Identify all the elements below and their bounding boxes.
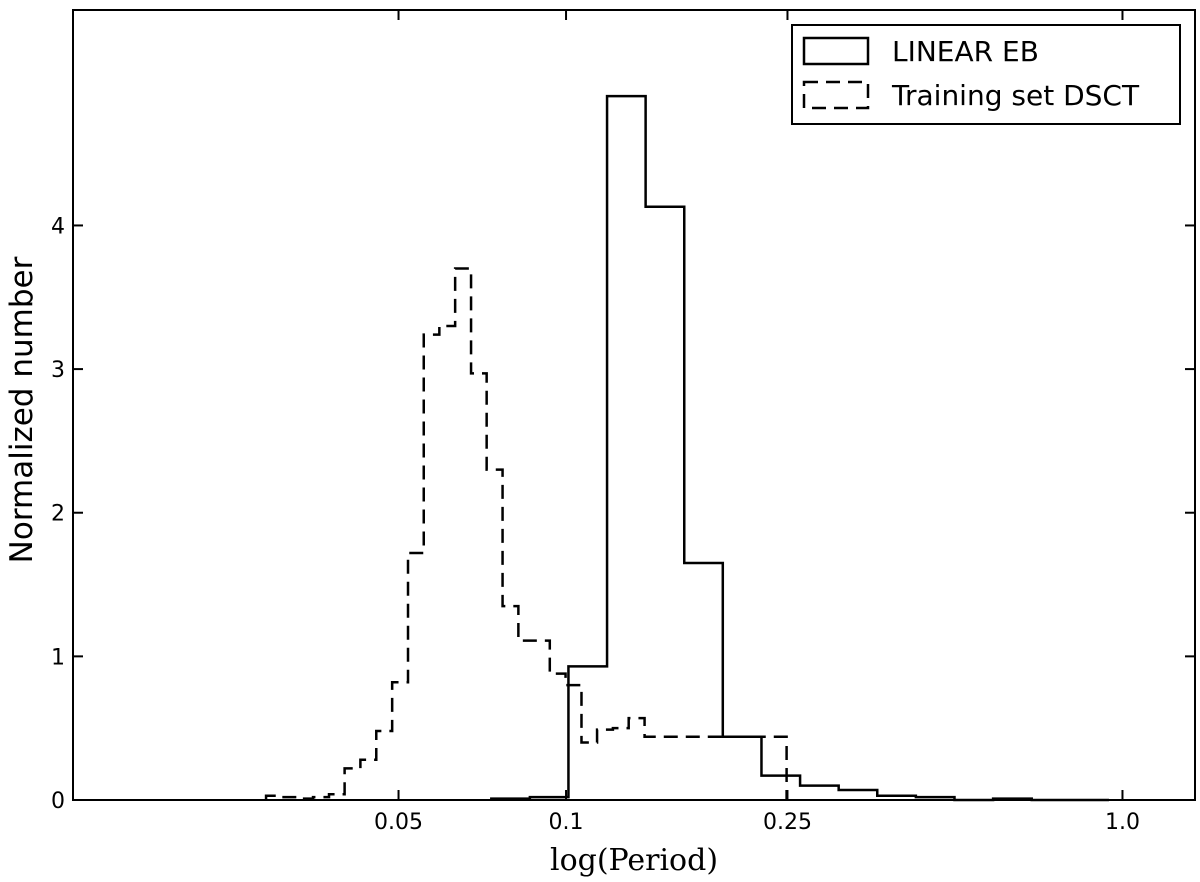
bar-linear-eb <box>684 563 723 800</box>
y-tick-label: 1 <box>51 645 65 670</box>
y-tick-label: 3 <box>51 358 65 383</box>
bar-training-set-dsct <box>439 326 455 800</box>
legend-swatch-dashed <box>802 80 870 110</box>
bar-training-set-dsct <box>708 737 724 800</box>
x-tick-label: 1.0 <box>1105 810 1140 835</box>
series-linear-eb <box>490 94 1109 802</box>
bar-training-set-dsct <box>518 641 534 800</box>
bar-linear-eb <box>800 786 839 800</box>
bar-training-set-dsct <box>471 373 487 800</box>
bar-training-set-dsct <box>645 737 661 800</box>
bar-training-set-dsct <box>408 553 424 800</box>
legend-swatch-solid <box>802 36 870 66</box>
y-axis-label: Normalized number <box>4 256 40 563</box>
bar-training-set-dsct <box>487 470 503 800</box>
bar-training-set-dsct <box>755 737 771 800</box>
x-tick-label: 0.1 <box>549 810 584 835</box>
bar-training-set-dsct <box>392 682 408 800</box>
bar-training-set-dsct <box>723 737 739 800</box>
plot-area <box>264 94 1109 802</box>
bar-linear-eb <box>761 776 800 800</box>
bar-training-set-dsct <box>455 269 471 800</box>
step-line-linear-eb <box>490 94 1109 802</box>
bar-training-set-dsct <box>692 737 708 800</box>
x-tick-label: 0.05 <box>374 810 423 835</box>
bar-training-set-dsct <box>550 674 566 800</box>
bar-linear-eb <box>646 207 685 800</box>
bar-training-set-dsct <box>534 641 550 800</box>
y-tick-label: 0 <box>51 789 65 814</box>
bar-training-set-dsct <box>613 728 629 800</box>
legend: LINEAR EB Training set DSCT <box>791 24 1181 125</box>
axes: 0.05 0.1 0.25 1.0 0 1 2 3 4 <box>51 9 1196 835</box>
y-tick-label: 4 <box>51 214 65 239</box>
bar-training-set-dsct <box>360 760 376 800</box>
bar-training-set-dsct <box>771 737 787 800</box>
bar-training-set-dsct <box>597 730 613 800</box>
bar-training-set-dsct <box>345 768 361 800</box>
bar-linear-eb <box>568 666 607 800</box>
bar-training-set-dsct <box>581 743 597 800</box>
bar-training-set-dsct <box>660 737 676 800</box>
step-line-training-set-dsct <box>264 267 788 800</box>
bar-training-set-dsct <box>503 606 519 800</box>
legend-label-training-dsct: Training set DSCT <box>891 79 1140 112</box>
bar-linear-eb <box>723 737 762 800</box>
plot-frame <box>72 9 1196 801</box>
x-axis-label: log(Period) <box>550 843 718 878</box>
bar-linear-eb <box>839 790 878 800</box>
y-tick-label: 2 <box>51 502 65 527</box>
bar-training-set-dsct <box>376 731 392 800</box>
series-training-set-dsct <box>264 267 788 800</box>
bar-training-set-dsct <box>739 737 755 800</box>
bar-training-set-dsct <box>424 335 440 800</box>
legend-label-linear-eb: LINEAR EB <box>892 35 1039 68</box>
bar-linear-eb <box>607 96 646 800</box>
bar-training-set-dsct <box>629 718 645 800</box>
x-tick-label: 0.25 <box>763 810 812 835</box>
